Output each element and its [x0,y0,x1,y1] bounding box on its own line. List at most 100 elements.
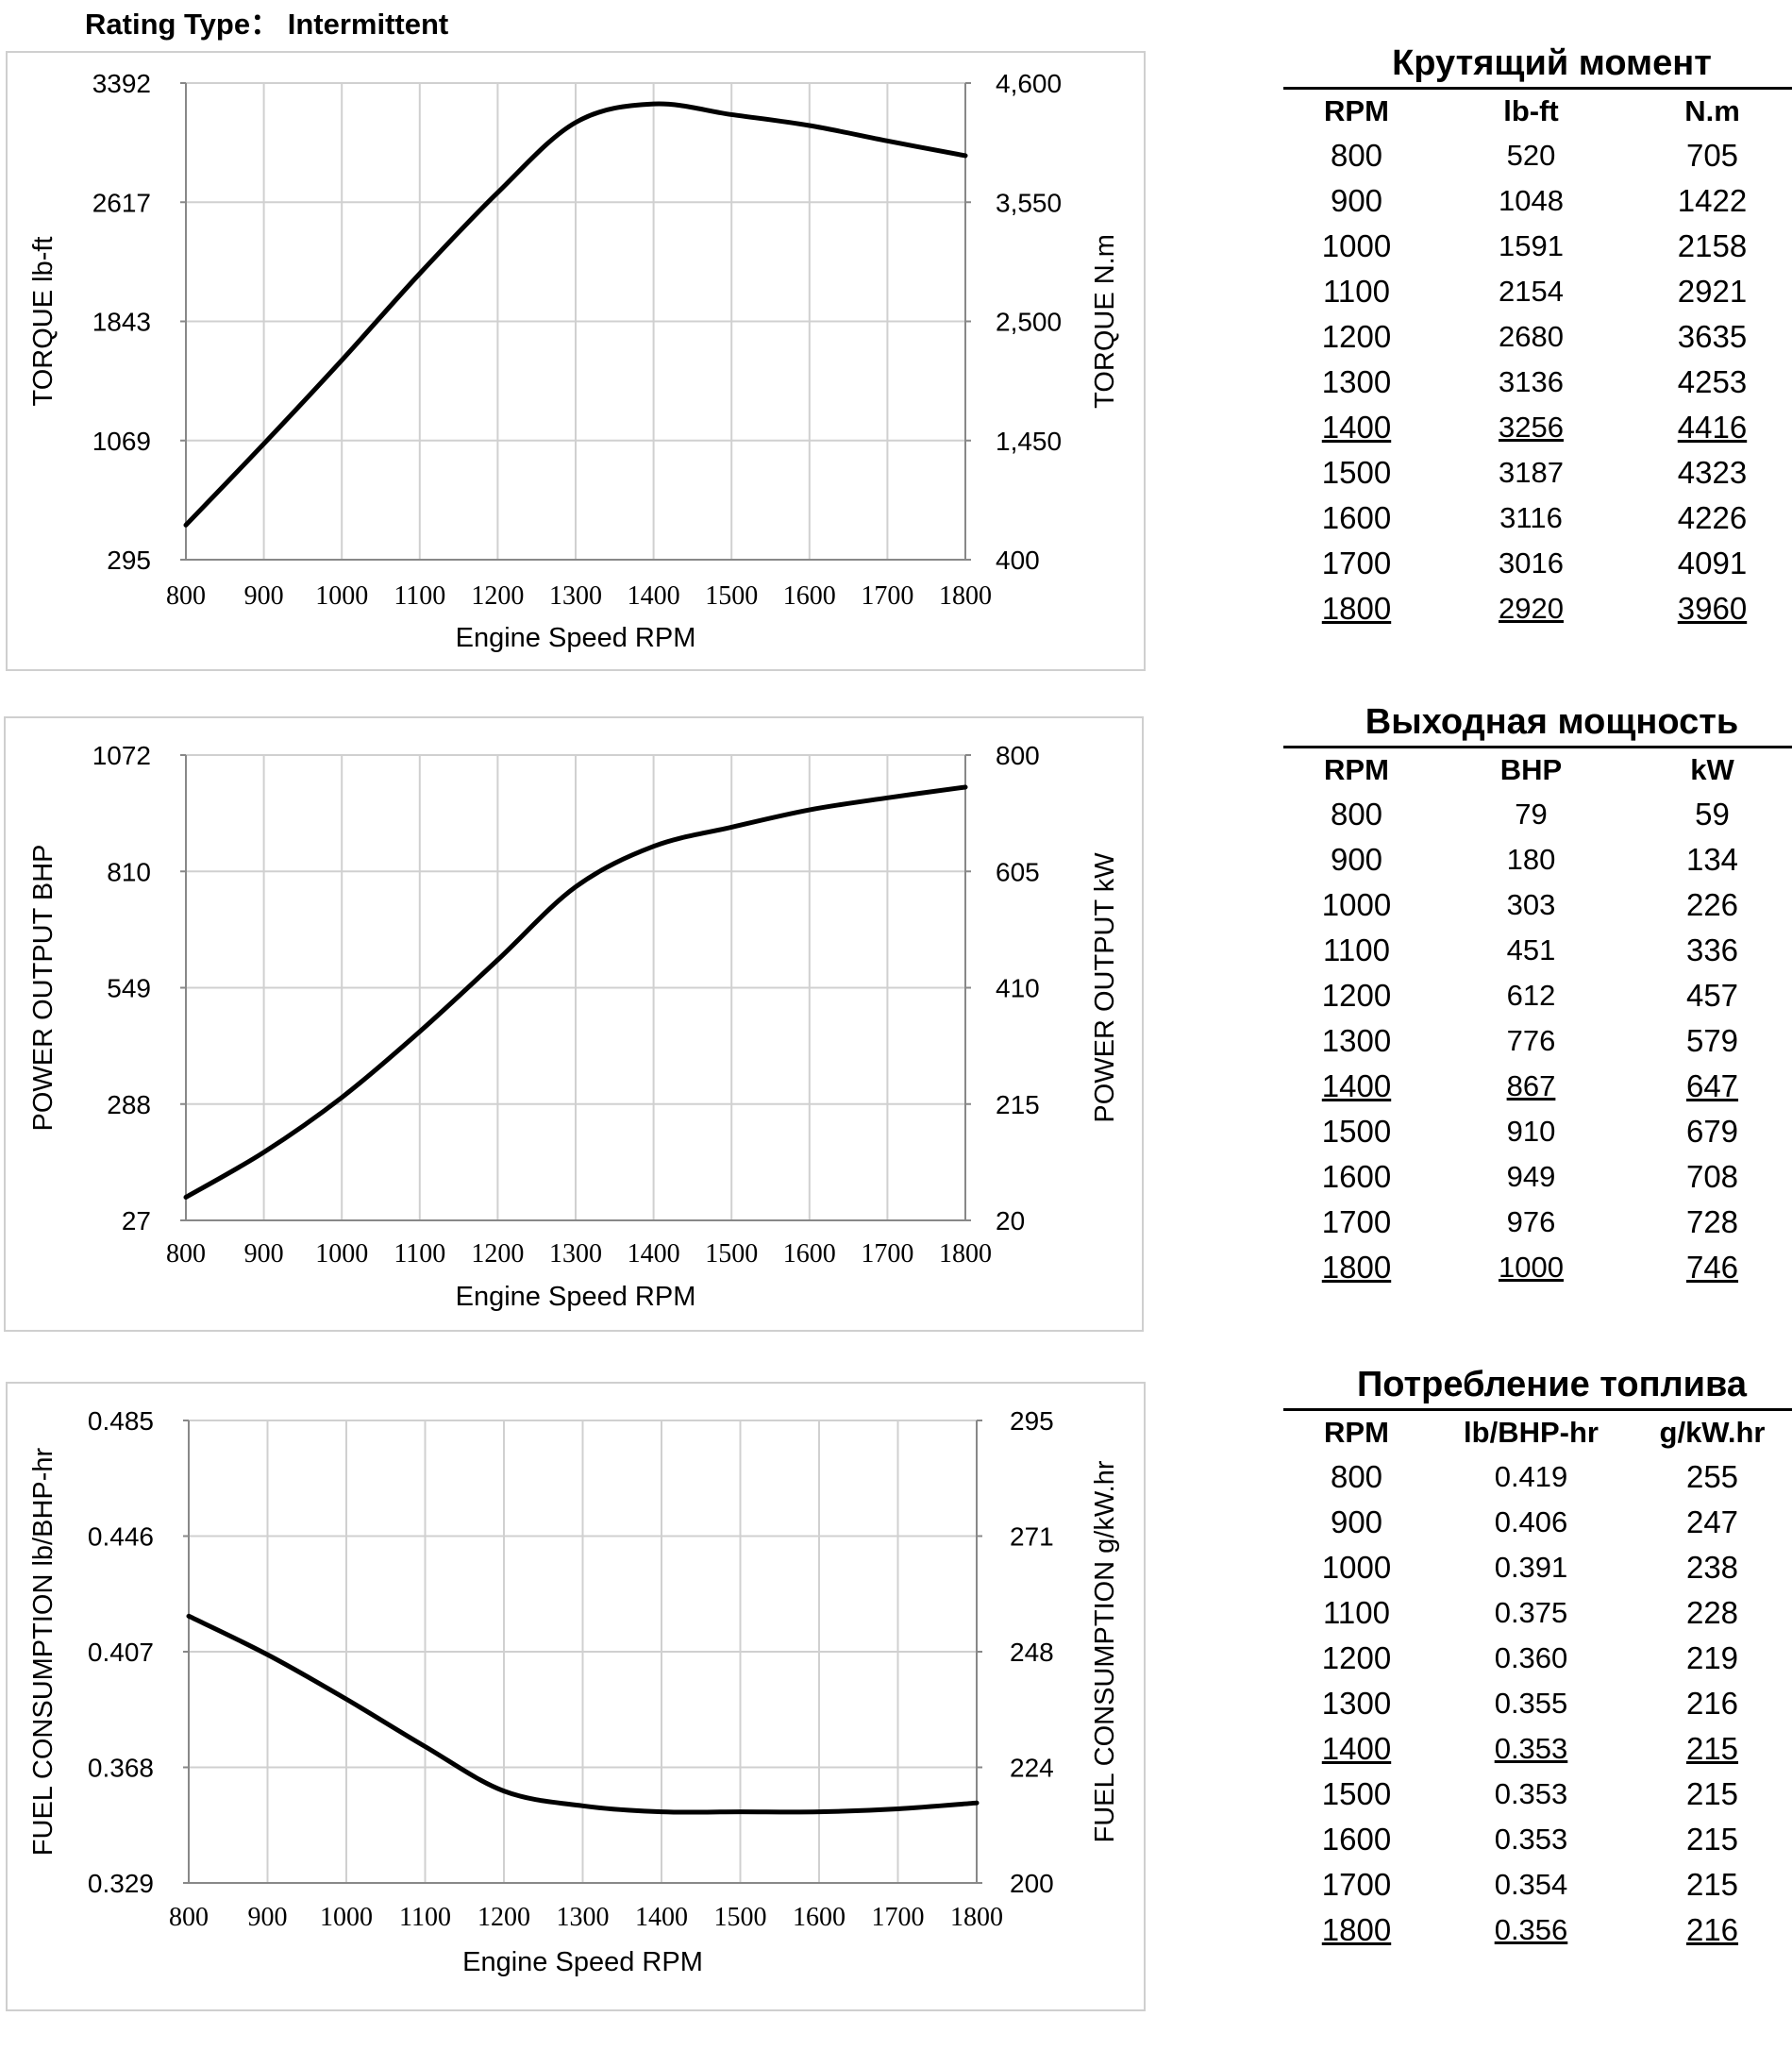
table-cell: 451 [1430,928,1633,973]
x-tick-label: 800 [169,1903,209,1932]
table-cell: 3136 [1430,360,1633,405]
table-cell: 900 [1283,837,1430,882]
y-tick-label-right: 20 [996,1206,1025,1235]
table-cell: 215 [1633,1817,1792,1862]
column-header: N.m [1633,90,1792,133]
table-cell: 1600 [1283,1154,1430,1200]
table-cell: 2154 [1430,269,1633,314]
table-cell: 976 [1430,1200,1633,1245]
x-axis-label: Engine Speed RPM [456,1282,696,1312]
table-cell: 228 [1633,1590,1792,1636]
table-cell: 612 [1430,973,1633,1018]
table-cell: 0.353 [1430,1817,1633,1862]
y-tick-label-left: 0.368 [88,1754,154,1783]
table-cell: 4416 [1633,405,1792,450]
table-cell: 134 [1633,837,1792,882]
table-cell: 215 [1633,1772,1792,1817]
y-axis-label-right: TORQUE N.m [1090,234,1120,409]
table-cell: 949 [1430,1154,1633,1200]
x-tick-label: 1800 [939,581,992,611]
table-cell: 219 [1633,1636,1792,1681]
x-tick-label: 1400 [628,1239,680,1269]
table-cell: 2158 [1633,224,1792,269]
y-tick-label-right: 400 [996,546,1040,575]
table-cell: 1500 [1283,1109,1430,1154]
table-cell: 79 [1430,792,1633,837]
y-tick-label-right: 800 [996,741,1040,770]
y-axis-label-left: POWER OUTPUT BHP [28,845,59,1132]
y-tick-label-right: 2,500 [996,308,1062,337]
x-tick-label: 1600 [793,1903,846,1932]
table-cell: 3960 [1633,586,1792,631]
table-cell: 800 [1283,792,1430,837]
table-cell: 3187 [1430,450,1633,496]
y-axis-label-right: FUEL CONSUMPTION g/kW.hr [1090,1460,1120,1842]
table-cell: 1200 [1283,1636,1430,1681]
y-tick-label-left: 0.407 [88,1638,154,1667]
y-tick-label-right: 295 [1010,1406,1054,1436]
y-tick-label-left: 1072 [92,741,151,770]
x-tick-label: 1100 [399,1903,451,1932]
table-cell: 0.356 [1430,1907,1633,1953]
table-cell: 1200 [1283,973,1430,1018]
table-cell: 1048 [1430,178,1633,224]
x-tick-label: 1000 [320,1903,373,1932]
table-cell: 900 [1283,1500,1430,1545]
table-cell: 0.375 [1430,1590,1633,1636]
table-cell: 1422 [1633,178,1792,224]
table-cell: 59 [1633,792,1792,837]
table-cell: 1000 [1430,1245,1633,1290]
table-cell: 1300 [1283,360,1430,405]
table-cell: 1100 [1283,1590,1430,1636]
table-cell: 3635 [1633,314,1792,360]
table-cell: 1600 [1283,1817,1430,1862]
table-cell: 800 [1283,133,1430,178]
table-cell: 647 [1633,1064,1792,1109]
table-cell: 800 [1283,1454,1430,1500]
table-cell: 4091 [1633,541,1792,586]
table-cell: 705 [1633,133,1792,178]
x-tick-label: 1100 [394,581,445,611]
x-tick-label: 1500 [705,581,758,611]
x-tick-label: 1300 [549,581,602,611]
x-tick-label: 1600 [783,1239,836,1269]
table-cell: 520 [1430,133,1633,178]
table-cell: 1400 [1283,1064,1430,1109]
y-tick-label-left: 549 [107,974,151,1003]
table-cell: 1700 [1283,1200,1430,1245]
column-header: lb/BHP-hr [1430,1411,1633,1454]
table-cell: 216 [1633,1681,1792,1726]
x-tick-label: 1100 [394,1239,445,1269]
table-cell: 457 [1633,973,1792,1018]
table-cell: 0.360 [1430,1636,1633,1681]
x-tick-label: 1300 [549,1239,602,1269]
x-tick-label: 1000 [315,1239,368,1269]
table-cell: 910 [1430,1109,1633,1154]
table-cell: 1591 [1430,224,1633,269]
table-cell: 1300 [1283,1018,1430,1064]
table-cell: 4253 [1633,360,1792,405]
table-cell: 1200 [1283,314,1430,360]
table-cell: 1800 [1283,1245,1430,1290]
table-cell: 336 [1633,928,1792,973]
table-cell: 679 [1633,1109,1792,1154]
table-cell: 0.353 [1430,1726,1633,1772]
y-tick-label-left: 3392 [92,69,151,98]
